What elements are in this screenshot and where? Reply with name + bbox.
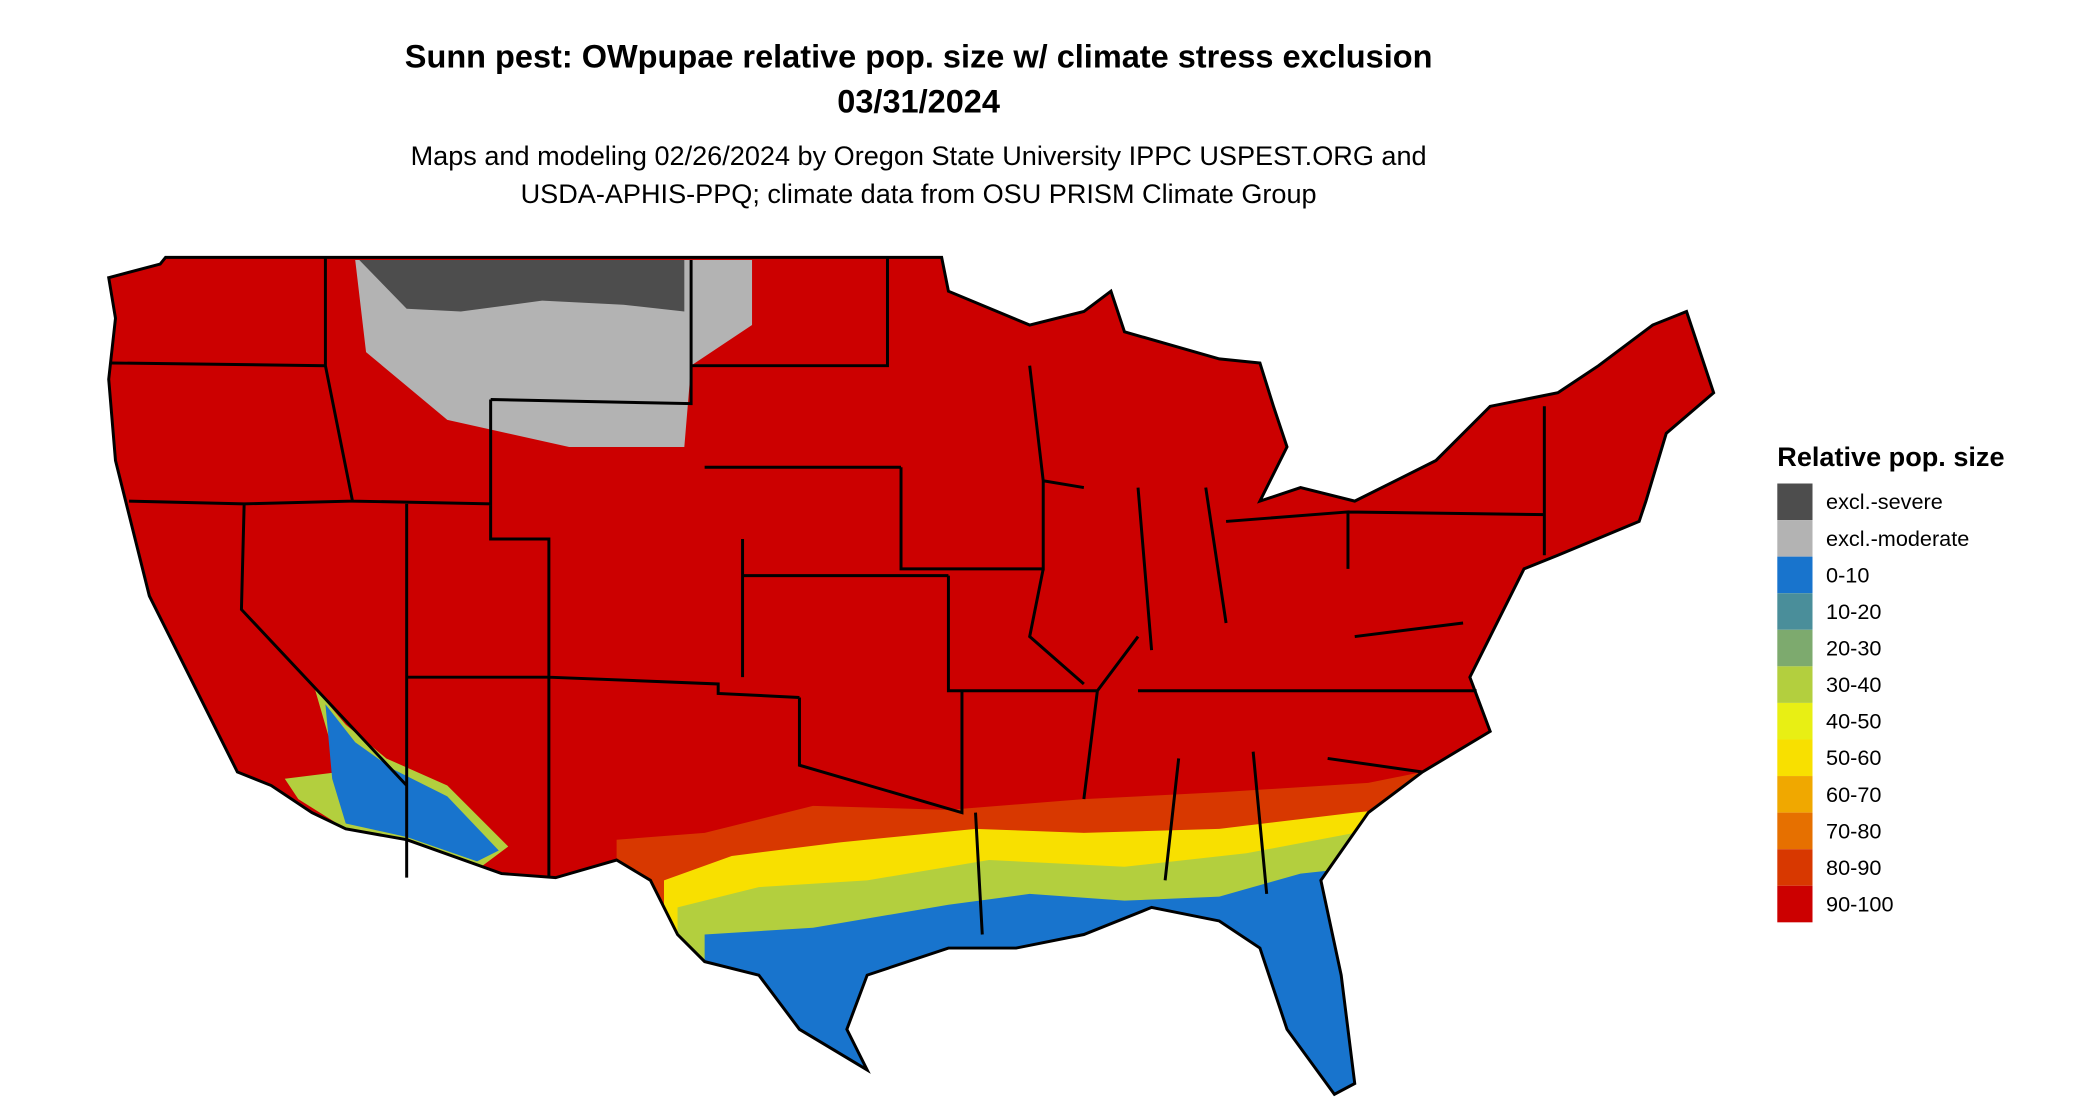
region (359, 260, 685, 312)
state-borders (107, 255, 1716, 1096)
legend-swatch (1777, 629, 1813, 667)
legend-swatch (1777, 776, 1813, 813)
legend-swatch (1777, 666, 1813, 703)
legend-swatch (1777, 885, 1813, 923)
map-subtitle: Maps and modeling 02/26/2024 by Oregon S… (411, 140, 1427, 171)
legend-swatch (1777, 702, 1813, 740)
legend: excl.-severe excl.-moderate 0-10 10-20 20-30… (1777, 483, 1969, 923)
legend-label: excl.-severe (1826, 489, 1943, 514)
legend-label: 90-100 (1826, 891, 1893, 916)
legend-swatch (1777, 812, 1813, 850)
legend-label: 80-90 (1826, 855, 1881, 880)
legend-label: 10-20 (1826, 599, 1881, 624)
region (108, 257, 1714, 1095)
legend-swatch (1777, 520, 1813, 557)
legend-label: 40-50 (1826, 709, 1881, 734)
legend-label: 0-10 (1826, 562, 1869, 587)
legend-title: Relative pop. size (1777, 441, 2004, 472)
map-regions (108, 257, 1714, 1095)
region (325, 704, 499, 862)
legend-swatch (1777, 483, 1813, 521)
legend-label: 60-70 (1826, 782, 1881, 807)
legend-label: 20-30 (1826, 636, 1881, 661)
legend-label: 70-80 (1826, 818, 1881, 843)
legend-swatch (1777, 556, 1813, 594)
map-date: 03/31/2024 (837, 83, 1000, 119)
map-subtitle: USDA-APHIS-PPQ; climate data from OSU PR… (521, 178, 1317, 209)
legend-swatch (1777, 739, 1813, 777)
legend-label: 50-60 (1826, 745, 1881, 770)
legend-label: excl.-moderate (1826, 526, 1969, 551)
map-title: Sunn pest: OWpupae relative pop. size w/… (405, 39, 1433, 75)
legend-label: 30-40 (1826, 672, 1881, 697)
legend-swatch (1777, 593, 1813, 630)
legend-swatch (1777, 849, 1813, 886)
